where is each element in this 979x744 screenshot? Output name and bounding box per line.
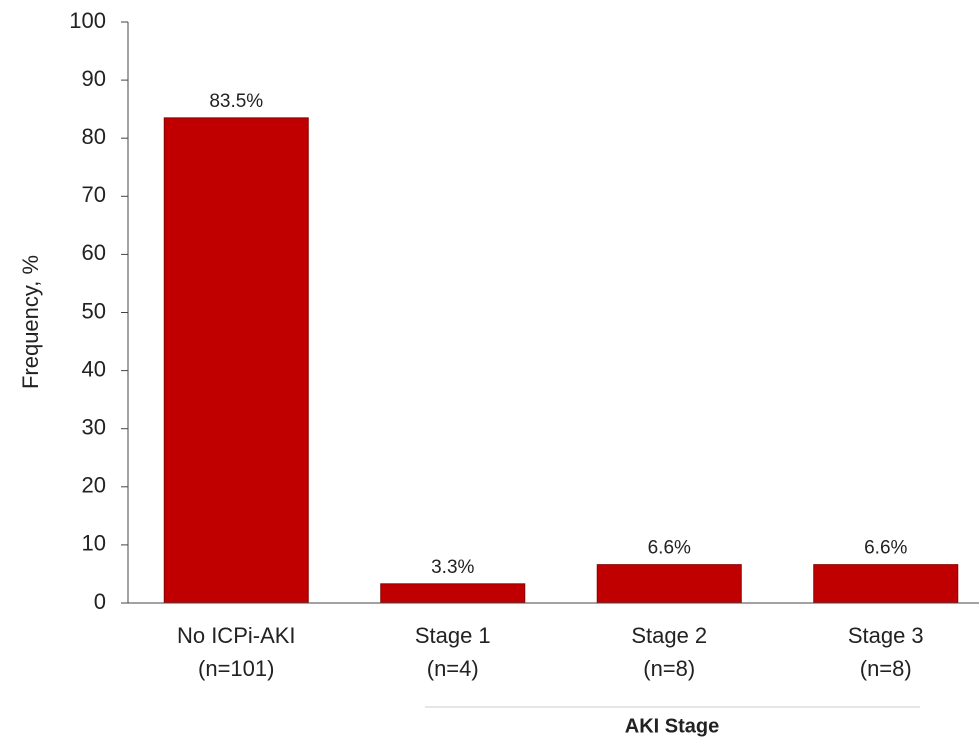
y-axis-title: Frequency, %: [18, 255, 43, 389]
value-label: 6.6%: [648, 538, 691, 559]
value-label: 3.3%: [431, 557, 474, 578]
y-tick-label: 50: [82, 298, 106, 323]
y-tick-label: 30: [82, 415, 106, 440]
x-tick-label: (n=4): [427, 656, 479, 681]
y-tick-label: 40: [82, 356, 106, 381]
bar: [813, 564, 959, 604]
value-label: 83.5%: [209, 91, 263, 112]
bar: [596, 564, 742, 604]
y-tick-label: 60: [82, 240, 106, 265]
y-tick-label: 10: [82, 531, 106, 556]
y-tick-label: 70: [82, 182, 106, 207]
group-label: AKI Stage: [625, 715, 719, 737]
y-tick-label: 90: [82, 66, 106, 91]
x-tick-label: (n=8): [860, 656, 912, 681]
x-tick-label: Stage 2: [631, 623, 707, 648]
x-tick-label: (n=101): [198, 656, 274, 681]
bar: [380, 583, 526, 604]
value-label: 6.6%: [864, 538, 907, 559]
y-tick-label: 20: [82, 473, 106, 498]
y-tick-label: 100: [69, 8, 106, 33]
x-tick-label: Stage 1: [415, 623, 491, 648]
x-tick-label: No ICPi-AKI: [177, 623, 296, 648]
bar: [163, 117, 309, 604]
x-tick-label: Stage 3: [848, 623, 924, 648]
x-tick-label: (n=8): [643, 656, 695, 681]
y-tick-label: 80: [82, 124, 106, 149]
y-tick-label: 0: [94, 589, 106, 614]
